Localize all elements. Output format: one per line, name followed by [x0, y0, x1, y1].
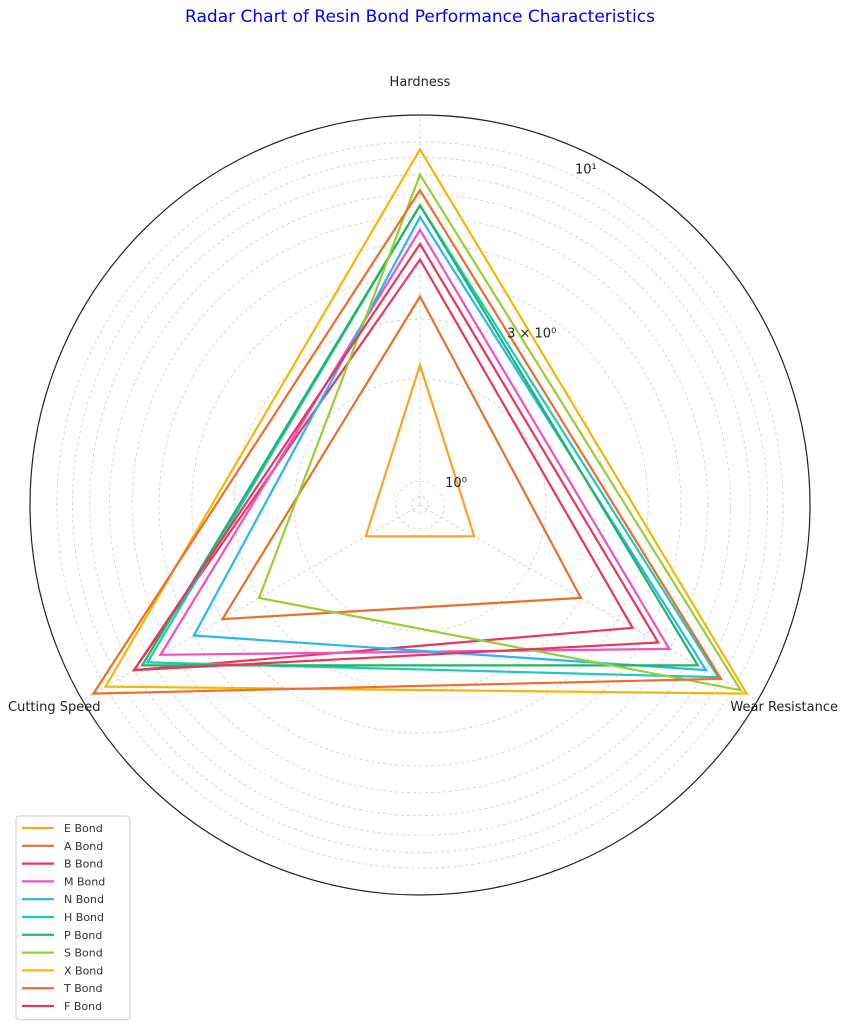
legend-label: B Bond — [64, 858, 103, 871]
legend-label: H Bond — [64, 911, 104, 924]
legend-label: P Bond — [64, 929, 102, 942]
series-polygon — [158, 227, 672, 656]
grid-ring — [71, 156, 769, 854]
series-polygon — [364, 361, 476, 538]
grid-ring — [56, 141, 784, 869]
legend-box — [15, 815, 131, 1021]
chart-title: Radar Chart of Resin Bond Performance Ch… — [185, 7, 655, 27]
radial-tick-label: 10⁰ — [445, 476, 467, 491]
legend-label: T Bond — [63, 982, 102, 995]
legend-label: F Bond — [64, 1000, 102, 1013]
axis-label: Hardness — [390, 75, 451, 90]
series-polygon — [103, 147, 749, 695]
legend-label: E Bond — [64, 822, 103, 835]
radial-tick-labels: 10⁰ 3 × 10⁰ 10¹ — [445, 163, 597, 491]
axis-labels: Hardness Wear Resistance Cutting Speed — [8, 75, 838, 715]
legend-label: N Bond — [64, 893, 104, 906]
legend: E Bond A Bond B Bond M Bond N Bond H Bond P Bo… — [15, 815, 131, 1021]
radial-tick-label: 3 × 10⁰ — [507, 326, 556, 341]
legend-label: X Bond — [64, 964, 103, 977]
outer-frame — [29, 114, 811, 896]
grid-ring — [233, 318, 607, 692]
radar-series — [91, 147, 749, 695]
grid-ring — [109, 194, 731, 816]
series-polygon — [192, 214, 709, 672]
legend-label: A Bond — [64, 840, 103, 853]
axis-spoke — [419, 504, 758, 701]
series-polygon — [91, 188, 723, 695]
axis-spoke — [82, 504, 421, 701]
grid-ring — [411, 496, 429, 514]
grid-ring — [293, 378, 547, 632]
grid-ring — [395, 480, 445, 530]
grid-ring — [158, 243, 682, 767]
series-polygon — [257, 172, 743, 692]
legend-label: S Bond — [64, 947, 103, 960]
series-polygon — [145, 203, 721, 679]
series-polygon — [131, 241, 661, 672]
legend-label: M Bond — [64, 875, 105, 888]
axis-label: Wear Resistance — [730, 700, 838, 715]
series-polygon — [140, 203, 700, 667]
axis-label: Cutting Speed — [8, 700, 101, 715]
series-polygon — [220, 294, 583, 621]
radial-tick-label: 10¹ — [575, 163, 597, 178]
